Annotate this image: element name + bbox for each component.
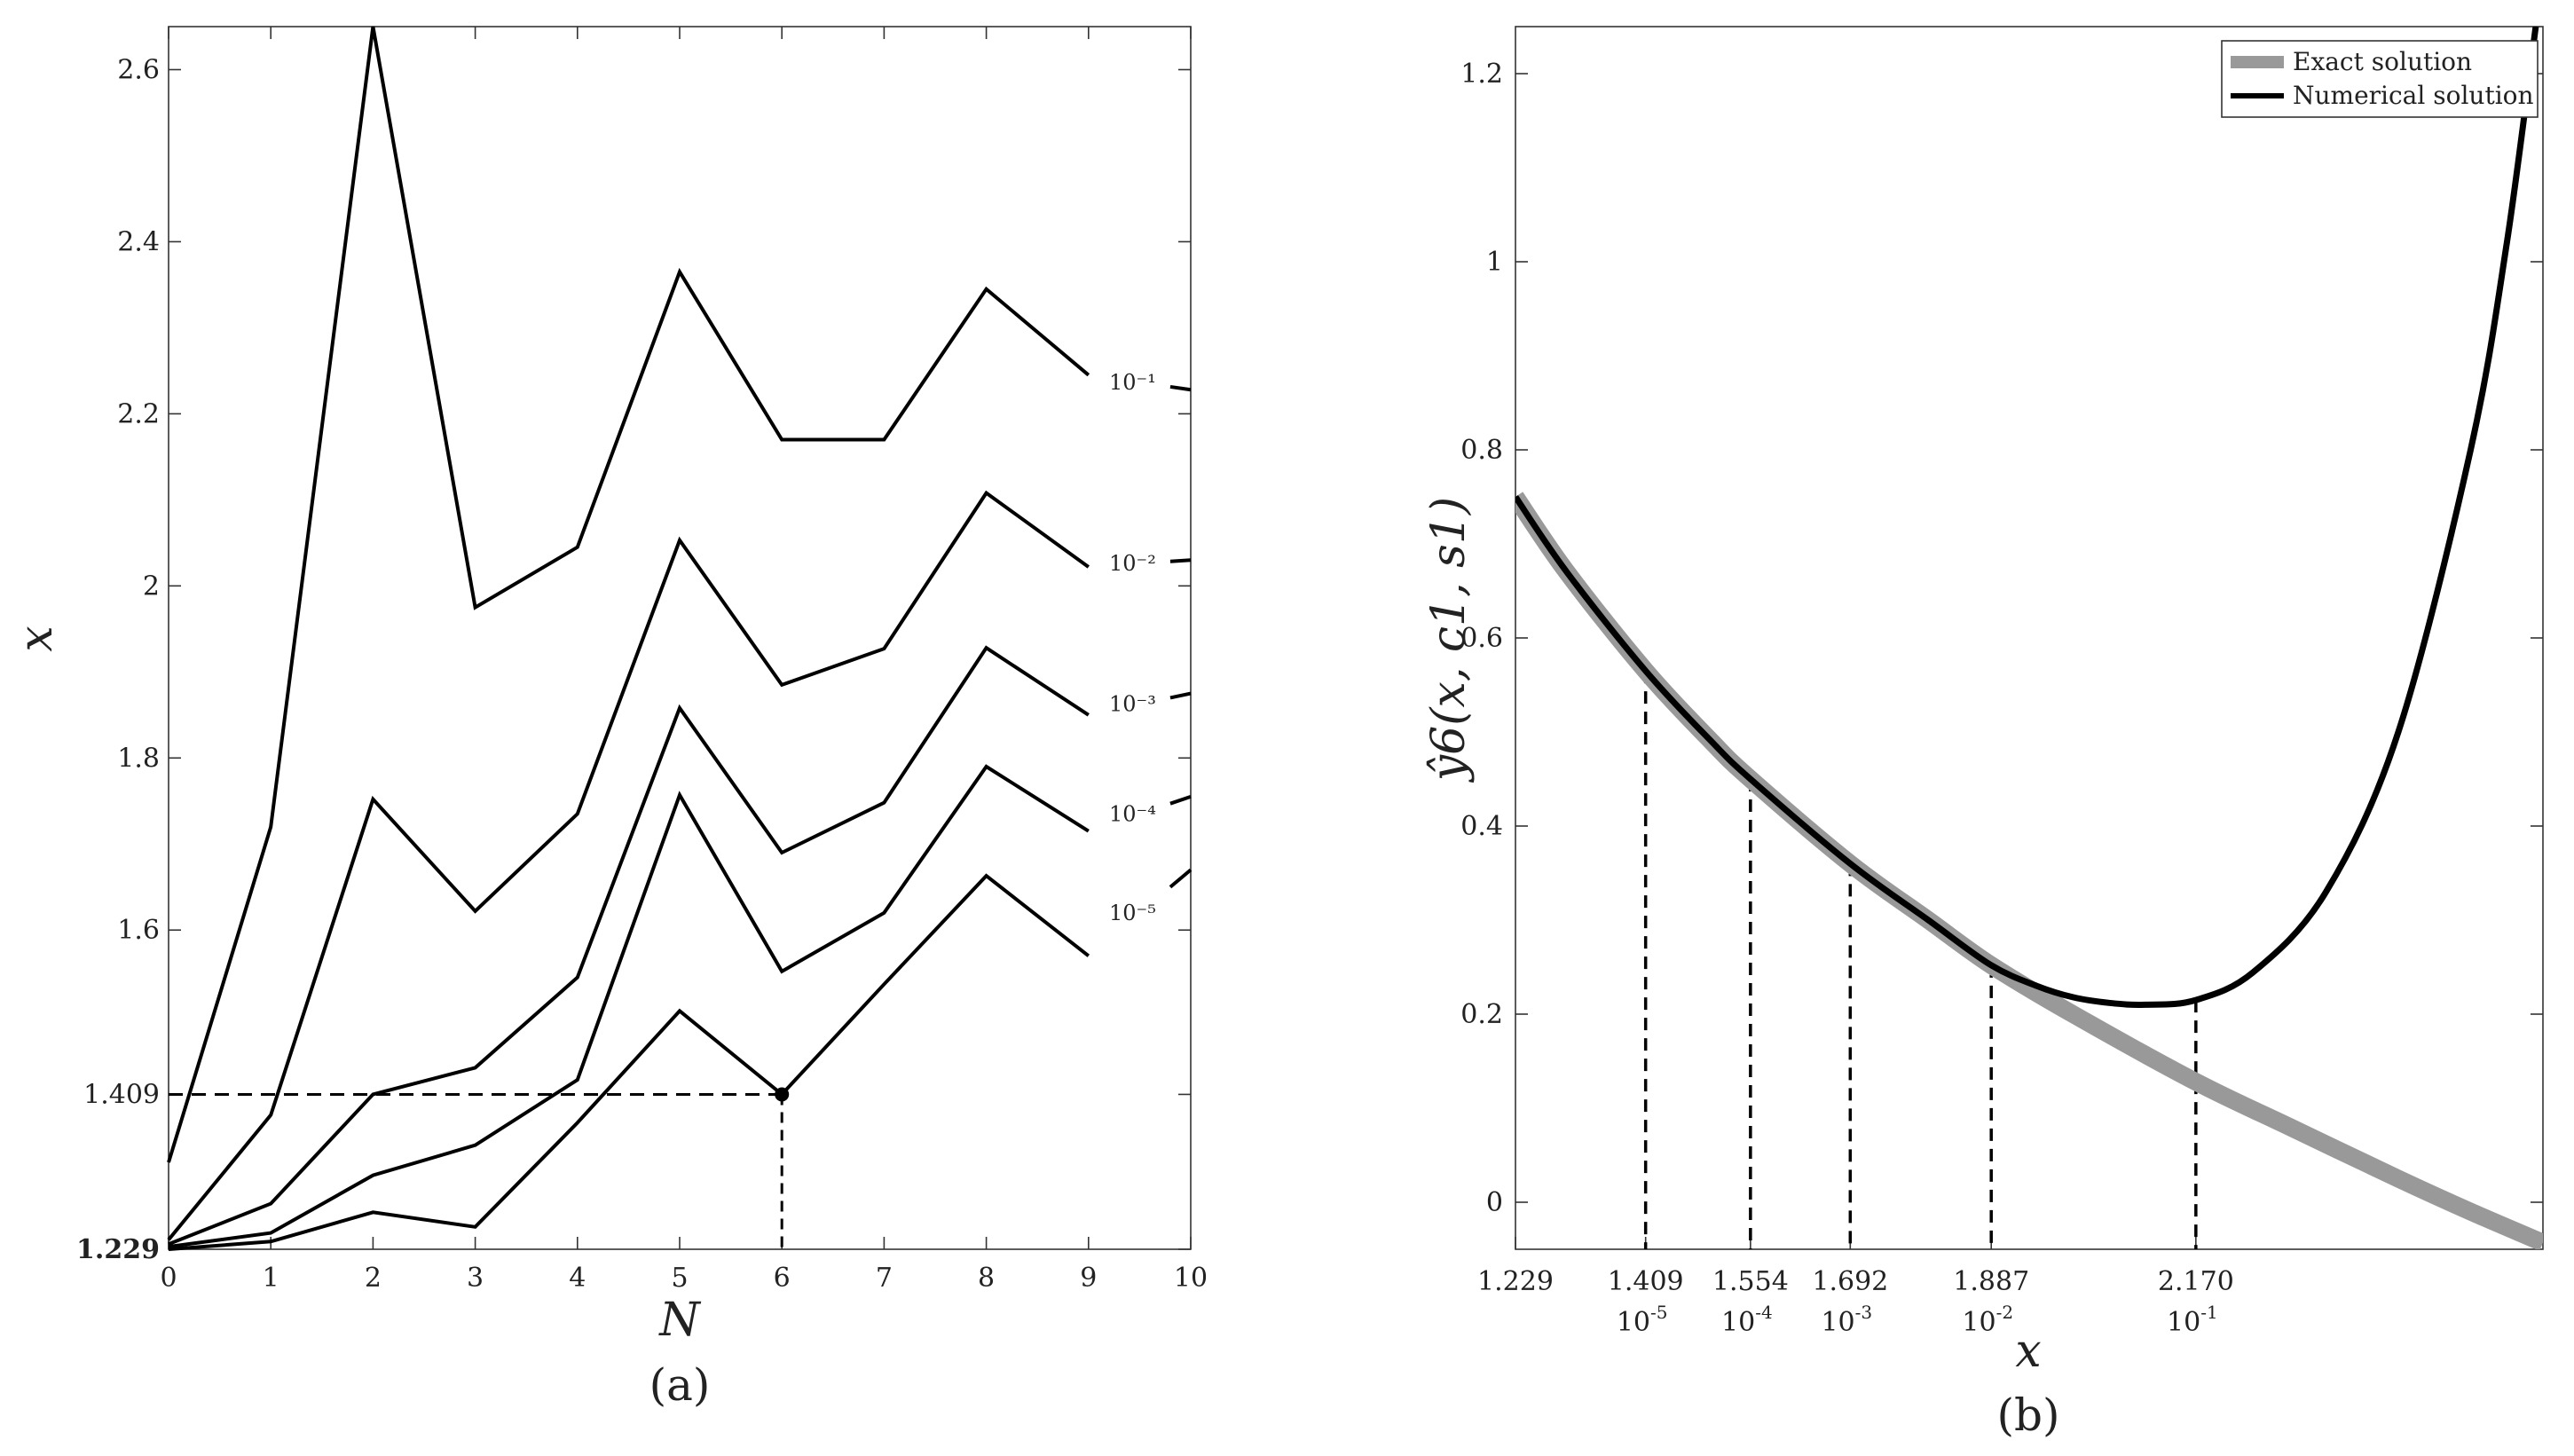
a-y-tick-label: 2.6 — [117, 54, 160, 85]
b-y-tick-label: 1 — [1486, 247, 1503, 278]
a-x-tick-label: 6 — [774, 1263, 791, 1294]
a-series-tail — [1169, 384, 1192, 392]
b-x-tick-sub-base: 10 — [2167, 1307, 2200, 1338]
b-x-tick-sub-base: 10 — [1962, 1307, 1995, 1338]
b-y-tick-label: 0.8 — [1460, 435, 1503, 466]
a-y-tick-label: 1.8 — [117, 743, 160, 774]
b-x-tick-sub-exp: -3 — [1855, 1302, 1872, 1323]
a-series-line — [168, 645, 1090, 1247]
panel-a-series: 10⁻¹ 10⁻² 10⁻³ 10⁻⁴ 10⁻⁵ — [167, 26, 1193, 1251]
b-x-tick-sublabel: 10-3 — [1821, 1302, 1872, 1338]
a-x-tick-label: 1 — [263, 1263, 279, 1294]
panel-a-x-axis-label: N — [657, 1294, 701, 1347]
b-x-tick-sublabel: 10-5 — [1617, 1302, 1668, 1338]
a-series-line — [167, 490, 1090, 1241]
panel-a-y-ticks: 1.229 1.409 1.6 1.8 2 2.2 2.4 2.6 — [76, 54, 1191, 1265]
a-x-tick-label: 2 — [365, 1263, 382, 1294]
a-x-tick-label: 7 — [876, 1263, 893, 1294]
a-series-line — [167, 26, 1090, 1163]
panel-a-caption: (a) — [649, 1359, 711, 1411]
a-x-tick-label: 3 — [467, 1263, 484, 1294]
b-x-tick-label: 1.229 — [1477, 1266, 1554, 1297]
a-series-tail — [1169, 558, 1192, 563]
panel-b-series — [1515, 27, 2543, 1249]
b-x-tick-sublabel: 10-4 — [1721, 1302, 1773, 1338]
a-x-tick-label: 0 — [160, 1263, 177, 1294]
b-x-tick-label: 1.692 — [1812, 1266, 1888, 1297]
b-y-tick-label: 0.6 — [1460, 623, 1503, 654]
b-x-tick-sub-exp: -2 — [1996, 1302, 2013, 1323]
a-annotation-point — [775, 1087, 790, 1102]
a-series-tail — [1169, 795, 1192, 806]
b-y-tick-label: 0 — [1486, 1187, 1503, 1218]
b-x-tick-sub-exp: -1 — [2200, 1302, 2217, 1323]
a-y-tick-label: 2.4 — [117, 226, 160, 257]
panel-a-y-axis-label: x — [10, 626, 63, 651]
legend-box — [2221, 40, 2539, 118]
b-y-tick-label: 1.2 — [1460, 59, 1503, 90]
panel-b-x-ticks: 1.229 1.40910-51.55410-41.69210-31.88710-… — [1477, 1237, 2234, 1338]
panel-b-dashed-markers — [1643, 671, 2198, 1249]
panel-a-annotation — [169, 1087, 790, 1249]
panel-b-legend: Exact solution Numerical solution — [2221, 40, 2539, 118]
a-y-tick-label: 1.229 — [76, 1234, 160, 1265]
b-x-tick-sub-exp: -4 — [1755, 1302, 1772, 1323]
a-x-tick-label: 10 — [1174, 1263, 1208, 1294]
b-x-tick-sub-base: 10 — [1821, 1307, 1854, 1338]
a-series-label: 10⁻³ — [1109, 692, 1156, 717]
panel-b-y-axis-label-text: ŷ6(x, c1, s1) — [1422, 497, 1476, 783]
a-x-tick-label: 9 — [1080, 1263, 1097, 1294]
legend-label: Numerical solution — [2293, 81, 2534, 110]
a-y-tick-label: 1.409 — [83, 1079, 160, 1110]
b-x-tick-sublabel: 10-1 — [2167, 1302, 2218, 1338]
a-series-line — [168, 873, 1090, 1251]
legend-label: Exact solution — [2293, 47, 2472, 76]
a-y-tick-label: 2 — [143, 571, 160, 602]
a-series-label: 10⁻² — [1109, 551, 1156, 576]
b-x-tick-sub-base: 10 — [1721, 1307, 1755, 1338]
b-x-tick-sub-base: 10 — [1617, 1307, 1650, 1338]
b-x-tick-label: 1.554 — [1712, 1266, 1789, 1297]
b-x-tick-label: 2.170 — [2158, 1266, 2234, 1297]
a-series-label: 10⁻¹ — [1109, 370, 1156, 395]
a-series-line — [168, 764, 1090, 1249]
b-x-tick-label: 1.887 — [1953, 1266, 2029, 1297]
a-series-label: 10⁻⁴ — [1109, 801, 1156, 826]
a-series-tail — [1169, 868, 1193, 889]
panel-b: 00.20.40.60.811.2 1.229 1.40910-51.55410-… — [1422, 26, 2544, 1441]
panel-b-y-ticks: 0 0.2 0.4 0.6 0.8 1 1.2 — [1460, 59, 2543, 1218]
b-y-tick-label: 0.2 — [1460, 999, 1503, 1030]
a-y-tick-label: 2.2 — [117, 398, 160, 429]
panel-b-y-axis-label: ŷ6(x, c1, s1) — [1422, 497, 1476, 783]
b-x-tick-sub-exp: -5 — [1650, 1302, 1667, 1323]
a-y-tick-label: 1.6 — [117, 915, 160, 946]
b-x-tick-label: 1.409 — [1608, 1266, 1684, 1297]
a-x-tick-label: 8 — [978, 1263, 995, 1294]
a-x-tick-label: 5 — [671, 1263, 688, 1294]
b-y-tick-label: 0.4 — [1460, 811, 1503, 842]
a-x-tick-label: 4 — [569, 1263, 586, 1294]
panel-a-x-ticks: 0 1 2 3 4 5 6 7 8 9 10 — [160, 27, 1208, 1294]
b-numerical-solution-curve — [1515, 27, 2539, 1009]
b-x-tick-sublabel: 10-2 — [1962, 1302, 2013, 1338]
panel-b-x-axis-label: x — [2015, 1325, 2041, 1378]
panel-b-caption: (b) — [1996, 1389, 2059, 1441]
a-series-tail — [1169, 691, 1192, 700]
a-series-label: 10⁻⁵ — [1109, 901, 1156, 925]
